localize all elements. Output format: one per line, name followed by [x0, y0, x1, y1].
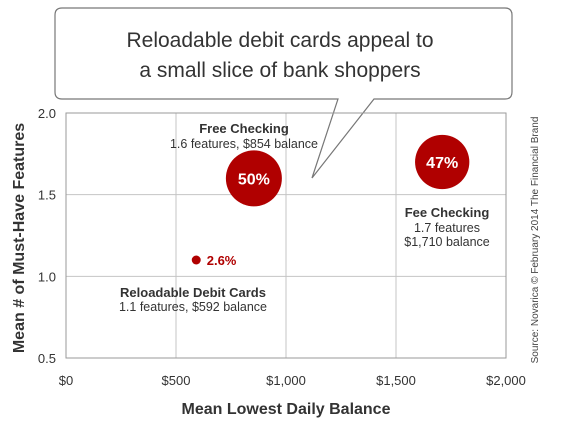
- fee-checking-detail-2: $1,710 balance: [404, 235, 490, 249]
- bubble-free-checking: [225, 150, 282, 207]
- y-tick-label: 1.0: [38, 269, 56, 284]
- fee-checking-name: Fee Checking: [405, 205, 490, 220]
- x-tick-label: $500: [162, 373, 191, 388]
- x-tick-label: $2,000: [486, 373, 526, 388]
- chart-title-line-1: Reloadable debit cards appeal to: [126, 29, 433, 52]
- chart-title-line-2: a small slice of bank shoppers: [139, 59, 420, 82]
- x-axis-ticks: $0 $500 $1,000 $1,500 $2,000: [59, 373, 526, 388]
- bubble-fee-checking: [415, 134, 470, 190]
- free-checking-detail: 1.6 features, $854 balance: [170, 137, 318, 151]
- callout: Reloadable debit cards appeal to a small…: [54, 7, 513, 179]
- grid: [66, 113, 506, 358]
- plot-frame: [65, 112, 507, 359]
- callout-box: [54, 7, 513, 179]
- x-tick-label: $1,000: [266, 373, 306, 388]
- source-note: Source: Novarica © February 2014 The Fin…: [530, 117, 541, 364]
- y-tick-label: 0.5: [38, 351, 56, 366]
- bubble-label-free-checking: 50%: [238, 171, 270, 188]
- debit-cards-name: Reloadable Debit Cards: [120, 285, 266, 300]
- y-tick-label: 2.0: [38, 106, 56, 121]
- y-axis-ticks: 0.5 1.0 1.5 2.0: [38, 106, 56, 366]
- x-axis-title: Mean Lowest Daily Balance: [182, 401, 391, 418]
- x-tick-label: $1,500: [376, 373, 416, 388]
- fee-checking-detail-1: 1.7 features: [414, 221, 480, 235]
- debit-cards-detail: 1.1 features, $592 balance: [119, 300, 267, 314]
- bubbles: 50% 47% 2.6%: [191, 134, 470, 268]
- free-checking-name: Free Checking: [199, 121, 289, 136]
- bubble-label-reloadable-debit-cards: 2.6%: [207, 253, 237, 268]
- y-axis-title: Mean # of Must-Have Features: [11, 123, 28, 353]
- bubble-reloadable-debit-cards: [191, 255, 201, 265]
- y-tick-label: 1.5: [38, 188, 56, 203]
- x-tick-label: $0: [59, 373, 73, 388]
- bubble-label-fee-checking: 47%: [426, 155, 458, 172]
